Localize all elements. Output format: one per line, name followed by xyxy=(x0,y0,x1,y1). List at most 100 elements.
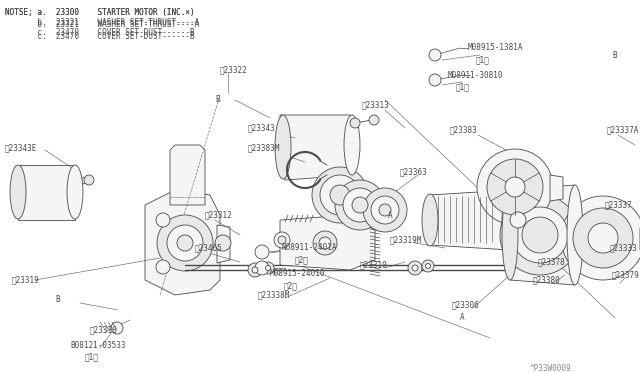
Text: B: B xyxy=(215,96,220,105)
Text: ※23383M: ※23383M xyxy=(248,144,280,153)
Text: NOTSE; a.  23300    STARTER MOTOR (INC.×): NOTSE; a. 23300 STARTER MOTOR (INC.×) xyxy=(5,8,195,17)
Circle shape xyxy=(274,232,290,248)
Circle shape xyxy=(156,260,170,274)
Ellipse shape xyxy=(502,190,518,250)
Circle shape xyxy=(412,265,418,271)
Circle shape xyxy=(429,74,441,86)
Circle shape xyxy=(215,235,231,251)
Polygon shape xyxy=(280,115,355,180)
Circle shape xyxy=(313,231,337,255)
Text: ※23337A: ※23337A xyxy=(607,125,639,135)
Circle shape xyxy=(330,185,350,205)
Circle shape xyxy=(588,223,618,253)
Circle shape xyxy=(505,177,525,197)
Text: ※23310: ※23310 xyxy=(360,260,388,269)
Polygon shape xyxy=(217,225,230,263)
Circle shape xyxy=(477,149,553,225)
Text: M08915-1381A: M08915-1381A xyxy=(468,44,524,52)
Circle shape xyxy=(369,115,379,125)
Circle shape xyxy=(312,167,368,223)
Circle shape xyxy=(278,236,286,244)
Polygon shape xyxy=(280,215,375,270)
Circle shape xyxy=(500,195,580,275)
Text: M08915-24010: M08915-24010 xyxy=(270,269,326,278)
Circle shape xyxy=(320,175,360,215)
Circle shape xyxy=(248,263,262,277)
Text: B08121-03533: B08121-03533 xyxy=(70,340,125,350)
Ellipse shape xyxy=(567,185,583,285)
Text: B: B xyxy=(612,51,616,60)
Ellipse shape xyxy=(502,190,518,280)
Circle shape xyxy=(167,225,203,261)
Circle shape xyxy=(252,267,258,273)
Circle shape xyxy=(262,262,274,274)
Circle shape xyxy=(111,322,123,334)
Text: （1）: （1） xyxy=(85,353,99,362)
Circle shape xyxy=(335,180,385,230)
Ellipse shape xyxy=(10,165,26,219)
Circle shape xyxy=(512,207,568,263)
Circle shape xyxy=(510,212,526,228)
Text: ※23465: ※23465 xyxy=(195,244,223,253)
Circle shape xyxy=(255,245,269,259)
Circle shape xyxy=(487,159,543,215)
Text: ※23313: ※23313 xyxy=(362,100,390,109)
Text: ※23383: ※23383 xyxy=(450,125,477,135)
Text: ※23378: ※23378 xyxy=(538,257,566,266)
Circle shape xyxy=(503,205,533,235)
Text: ※23306: ※23306 xyxy=(452,301,480,310)
Circle shape xyxy=(156,213,170,227)
Text: B: B xyxy=(55,295,60,305)
Text: ※23380: ※23380 xyxy=(533,276,561,285)
Circle shape xyxy=(84,175,94,185)
Polygon shape xyxy=(430,190,510,250)
Text: A: A xyxy=(460,314,465,323)
Polygon shape xyxy=(18,165,75,220)
Text: A: A xyxy=(388,211,392,219)
Text: ※23319: ※23319 xyxy=(12,276,40,285)
Circle shape xyxy=(422,260,434,272)
Text: b.  23321    WASHER SET-THRUST----A: b. 23321 WASHER SET-THRUST----A xyxy=(5,18,199,27)
Circle shape xyxy=(363,188,407,232)
Circle shape xyxy=(561,196,640,280)
Circle shape xyxy=(177,235,193,251)
Ellipse shape xyxy=(67,165,83,219)
Text: （1）: （1） xyxy=(476,55,490,64)
Circle shape xyxy=(255,261,269,275)
Polygon shape xyxy=(73,177,87,186)
Text: ※23337: ※23337 xyxy=(605,201,633,209)
Circle shape xyxy=(319,237,331,249)
Text: （1）: （1） xyxy=(456,83,470,92)
Text: ※23318: ※23318 xyxy=(90,326,118,334)
Circle shape xyxy=(266,266,271,270)
Text: ※23343: ※23343 xyxy=(248,124,276,132)
Text: ※23343E: ※23343E xyxy=(5,144,37,153)
Text: ^P33W0009: ^P33W0009 xyxy=(530,364,572,372)
Text: ※23322: ※23322 xyxy=(220,65,248,74)
Text: （2）: （2） xyxy=(295,256,309,264)
Text: ※23379: ※23379 xyxy=(612,270,640,279)
Polygon shape xyxy=(510,185,575,285)
Circle shape xyxy=(522,217,558,253)
Polygon shape xyxy=(550,175,563,201)
Circle shape xyxy=(343,188,377,222)
Circle shape xyxy=(371,196,399,224)
Circle shape xyxy=(429,49,441,61)
Circle shape xyxy=(379,204,391,216)
Text: c.  23470    COVER SET-DUST------B: c. 23470 COVER SET-DUST------B xyxy=(5,28,195,37)
Circle shape xyxy=(408,261,422,275)
Ellipse shape xyxy=(344,115,360,175)
Text: ※23319M: ※23319M xyxy=(390,235,422,244)
Text: ※23338M: ※23338M xyxy=(258,291,291,299)
Circle shape xyxy=(350,118,360,128)
Text: ※23333: ※23333 xyxy=(610,244,637,253)
Circle shape xyxy=(573,208,633,268)
Ellipse shape xyxy=(422,194,438,246)
Circle shape xyxy=(352,197,368,213)
Text: ※23363: ※23363 xyxy=(400,167,428,176)
Text: （2）: （2） xyxy=(284,282,298,291)
Text: b.  23321    WASHER SET-THRUST----A: b. 23321 WASHER SET-THRUST----A xyxy=(5,20,199,29)
Text: c.  23470    COVER SET-DUST------B: c. 23470 COVER SET-DUST------B xyxy=(5,32,195,41)
Circle shape xyxy=(426,263,431,269)
Text: NOTSE; a.  23300    STARTER MOTOR (INC.×): NOTSE; a. 23300 STARTER MOTOR (INC.×) xyxy=(5,8,195,17)
